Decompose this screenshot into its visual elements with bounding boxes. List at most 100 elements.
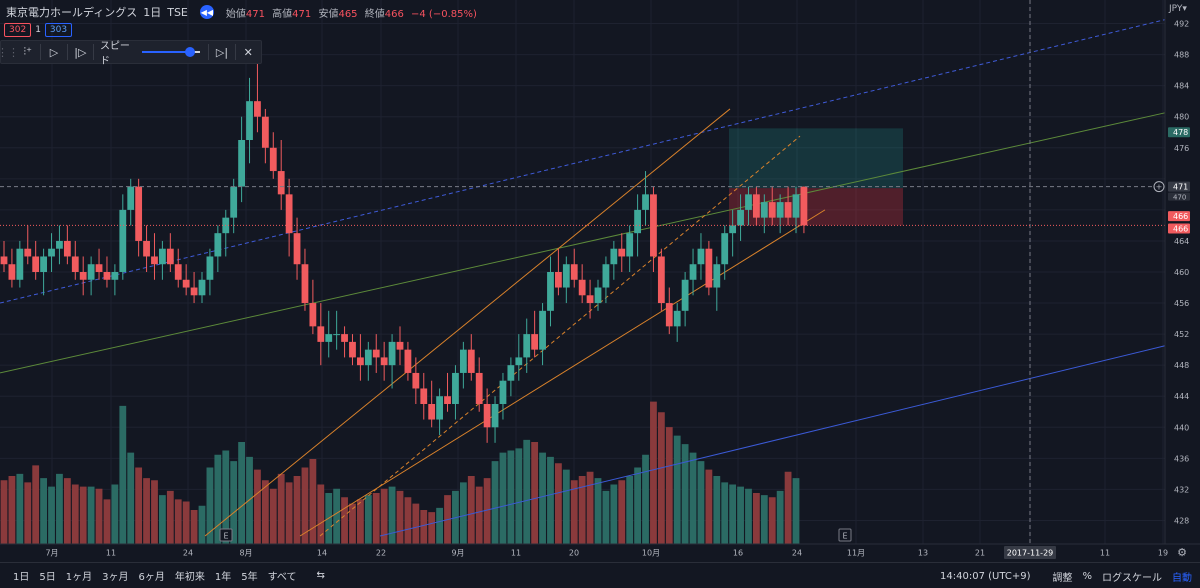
candle-body [111, 272, 119, 280]
candle-body [412, 372, 420, 389]
replay-toolbar: ⋮⋮ ⫶⁺ ▷ |▷ スピード ▷| ✕ [0, 40, 262, 67]
crosshair-price-tag: 471 [1173, 183, 1188, 192]
log-scale-button[interactable]: ログスケール [1102, 572, 1162, 584]
symbol-name[interactable]: 東京電力ホールディングス [6, 6, 138, 19]
range-5y[interactable]: 5年 [241, 572, 258, 583]
speed-slider-fill [142, 51, 191, 53]
volume-bar [721, 482, 729, 544]
volume-bar [238, 442, 245, 544]
ask-button[interactable]: 303 [44, 23, 73, 37]
candle-body [436, 396, 443, 420]
candle-body [499, 380, 507, 404]
candle-body [309, 303, 317, 327]
time-tick-label: 22 [376, 549, 386, 558]
step-forward-icon[interactable]: |▷ [74, 45, 87, 59]
candle-body [665, 303, 673, 327]
drag-handle-icon[interactable]: ⋮⋮ [0, 45, 19, 59]
volume-bar [214, 454, 222, 544]
range-6m[interactable]: 6ヶ月 [138, 572, 165, 583]
price-chart[interactable]: E E 428 432 436 440 444 448 452 456 460 464 476 480 48… [0, 0, 1200, 562]
volume-bar [63, 478, 71, 544]
low-label: 安値 [318, 8, 339, 20]
volume-bar [657, 412, 665, 544]
volume-bar [198, 505, 206, 544]
candle-body [32, 256, 40, 272]
candle-body [119, 209, 127, 272]
candle-body [357, 357, 364, 366]
adjust-button[interactable]: 調整 [1052, 572, 1073, 584]
range-all[interactable]: すべて [267, 572, 297, 583]
currency-label[interactable]: JPY▾ [1169, 4, 1187, 14]
crosshair-plus-icon [1153, 181, 1165, 193]
range-ytd[interactable]: 年初来 [174, 572, 205, 583]
range-1d[interactable]: 1日 [13, 572, 30, 583]
candle-body [713, 264, 721, 288]
candle-body [159, 248, 166, 265]
candle-body [79, 272, 87, 280]
range-1y[interactable]: 1年 [214, 572, 232, 583]
volume-bar [277, 473, 285, 544]
price-tick-label: 452 [1174, 330, 1189, 339]
volume-bar [127, 452, 135, 544]
candle-body [16, 248, 24, 280]
replay-rewind-icon[interactable]: ◀◀ [199, 5, 214, 19]
candle-body [420, 388, 428, 404]
volume-bar [491, 461, 499, 544]
candle-body [428, 404, 436, 420]
jump-to-realtime-icon[interactable]: ▷| [215, 45, 229, 59]
bid-button[interactable]: 302 [4, 23, 32, 37]
speed-slider[interactable] [142, 47, 201, 57]
go-to-date-icon[interactable]: ⇆ [316, 570, 325, 581]
range-1m[interactable]: 1ヶ月 [65, 572, 93, 583]
percent-scale-button[interactable]: % [1082, 570, 1092, 582]
candle-body [602, 264, 610, 288]
clock-time[interactable]: 14:40:07 (UTC+9) [940, 570, 1031, 582]
volume-bar [768, 497, 776, 544]
price-tick-label: 428 [1174, 516, 1189, 525]
volume-bar [166, 490, 174, 544]
candle-body [293, 233, 301, 265]
last-price-tag: 466 [1173, 225, 1188, 234]
volume-bar [499, 452, 507, 544]
range-3m[interactable]: 3ヶ月 [102, 572, 129, 583]
select-bar-icon[interactable]: ⫶⁺ [23, 45, 32, 58]
candle-body [776, 202, 784, 218]
interval-label[interactable]: 1日 [143, 6, 162, 19]
open-value: 471 [245, 8, 265, 20]
candle-body [325, 334, 333, 342]
candle-body [594, 287, 602, 304]
candle-body [642, 194, 649, 210]
candle-body [760, 202, 768, 218]
channel-upper-orange [204, 108, 731, 537]
range-5d[interactable]: 5日 [39, 572, 56, 583]
earnings-marker-label: E [223, 532, 228, 541]
price-tick-label: 436 [1174, 454, 1189, 463]
price-tick-label: 448 [1174, 361, 1189, 370]
time-tick-label: 24 [792, 549, 802, 558]
volume-bar [586, 471, 594, 544]
volume-bar [230, 461, 238, 544]
crosshair-plus-glyph: + [1156, 183, 1163, 192]
earnings-marker [219, 528, 233, 542]
close-icon[interactable]: ✕ [243, 45, 253, 59]
volume-bar [713, 476, 721, 544]
price-tick-label: 488 [1174, 51, 1189, 60]
play-icon[interactable]: ▷ [49, 45, 59, 59]
candle-body [650, 194, 657, 257]
volume-bar [309, 459, 317, 544]
candle-body [166, 248, 174, 265]
secondary-price-tag-bg [1168, 192, 1190, 201]
candle-body [531, 334, 539, 350]
candle-body [380, 357, 388, 366]
volume-bar [689, 452, 697, 544]
price-axis [1165, 0, 1200, 562]
auto-scale-button[interactable]: 自動 [1172, 572, 1192, 584]
speed-slider-knob[interactable] [185, 47, 196, 57]
time-tick-label: 19 [1158, 549, 1168, 558]
volume-bar [159, 495, 166, 544]
volume-bar [0, 480, 8, 544]
volume-bar [753, 493, 760, 544]
time-tick-label: 11 [511, 549, 521, 558]
volume-bar [475, 486, 483, 544]
